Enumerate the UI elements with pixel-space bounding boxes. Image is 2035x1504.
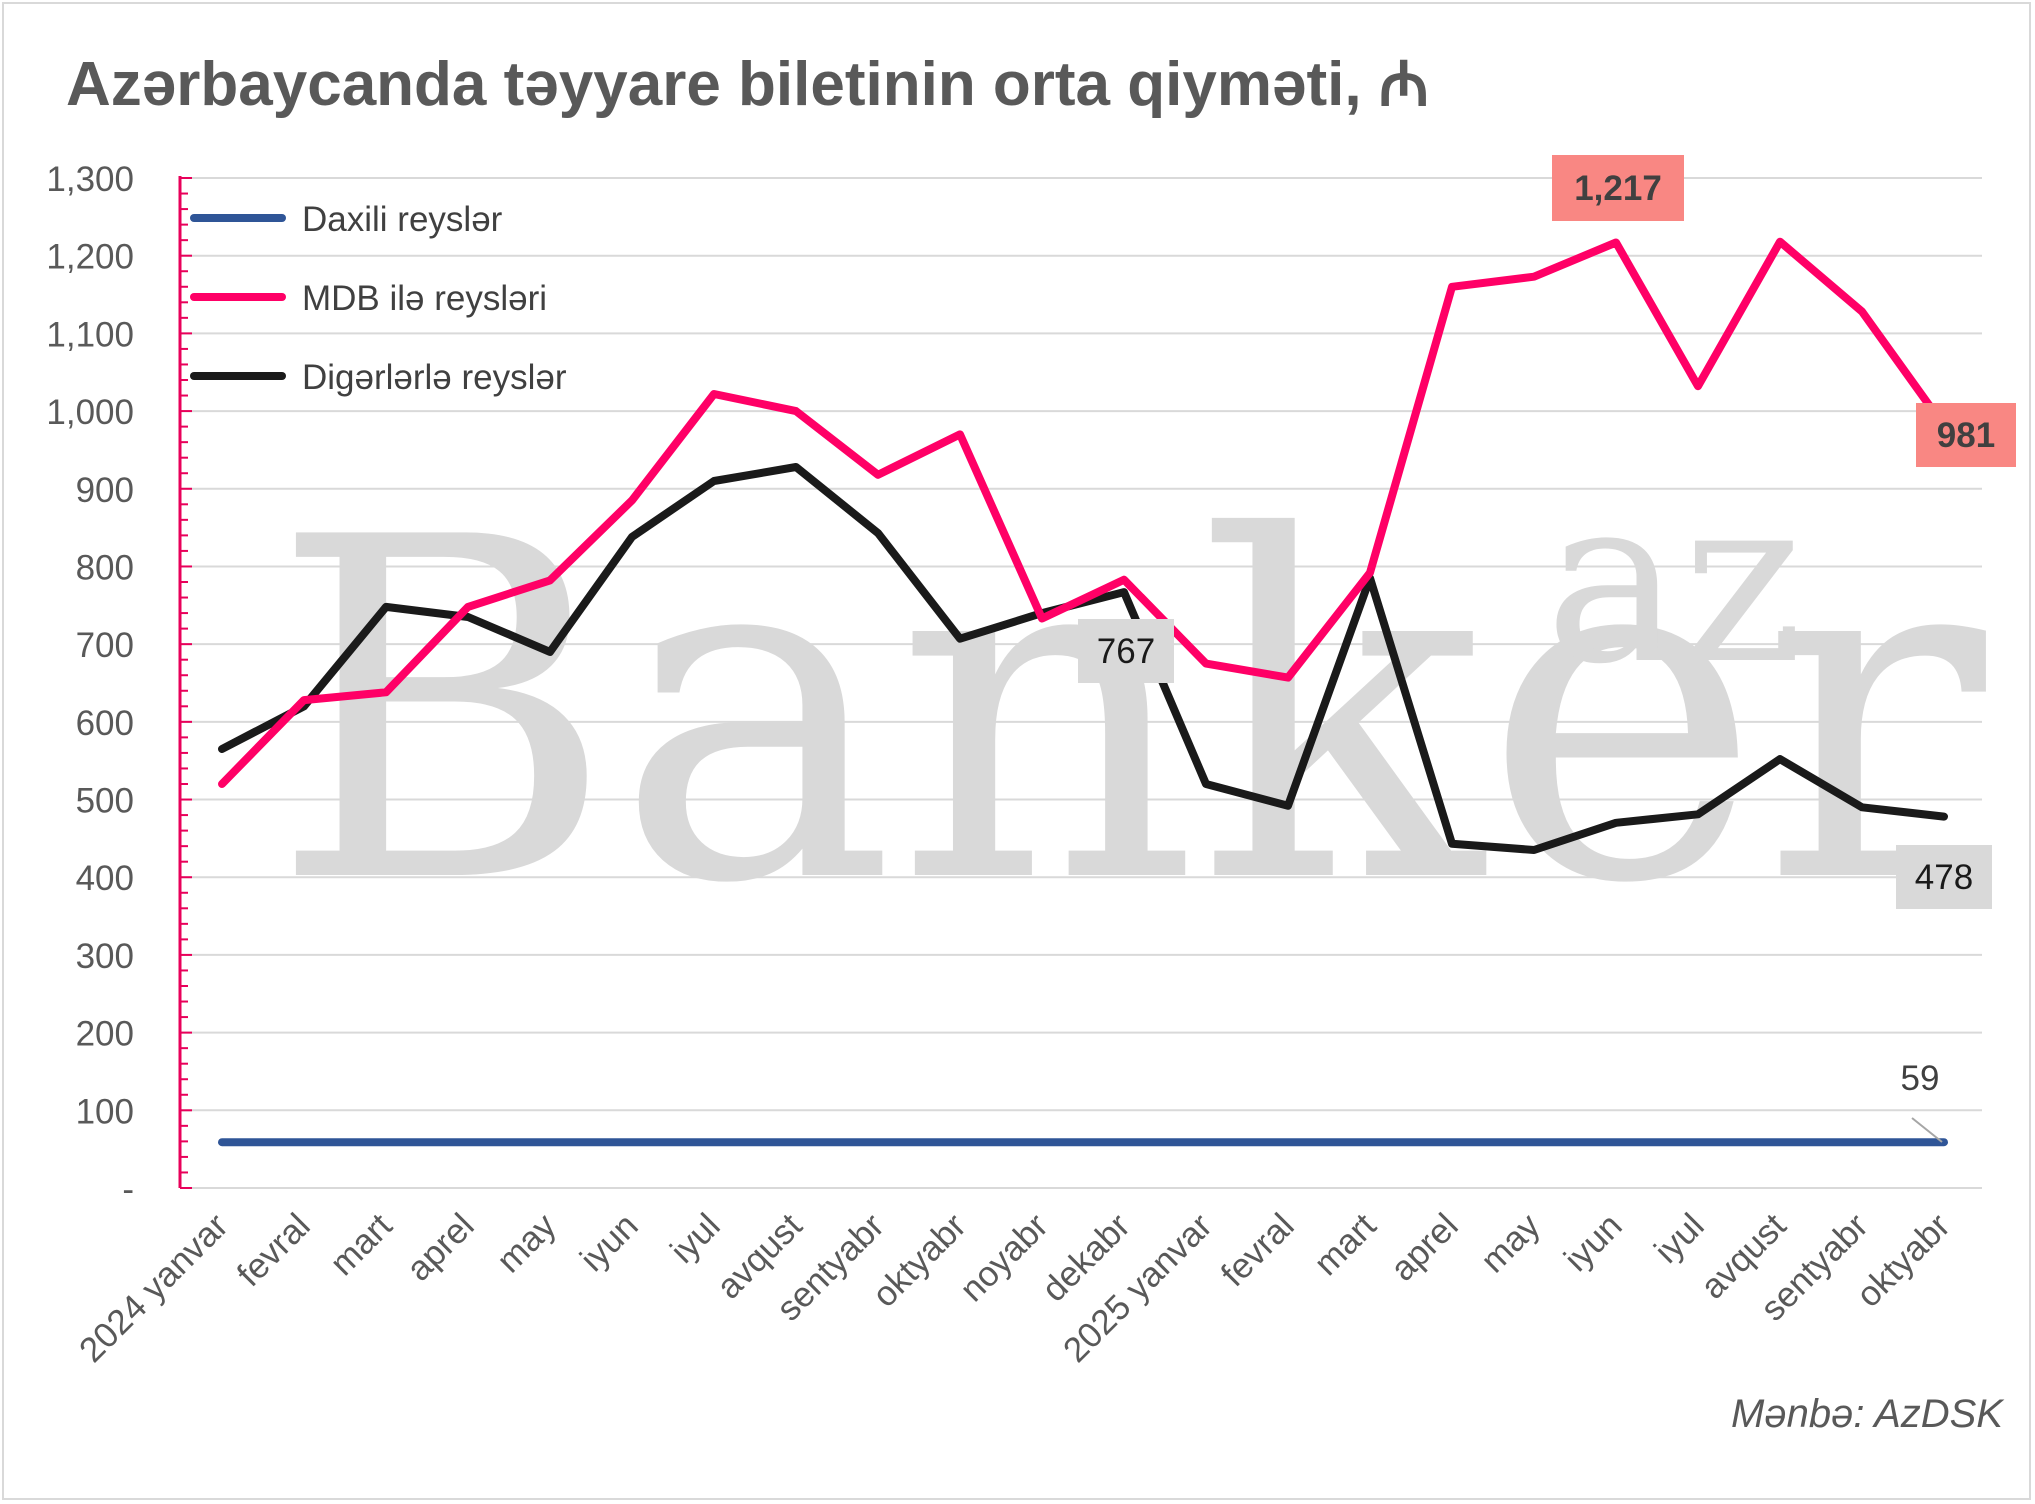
- x-tick-label: may: [1473, 1206, 1548, 1281]
- chart-title: Azərbaycanda təyyare biletinin orta qiym…: [66, 50, 1429, 119]
- y-axis: - 100 200 300 400 500 600 700 800 900 1,000 1,100 1,…: [46, 160, 192, 1209]
- x-tick-label: iyul: [1647, 1206, 1712, 1271]
- x-tick-label: fevral: [1214, 1206, 1302, 1294]
- y-tick-label: 700: [76, 626, 134, 665]
- gridlines: [180, 177, 1982, 1189]
- data-label: 478: [1915, 858, 1973, 897]
- source-note: Mənbə: AzDSK: [1731, 1392, 2003, 1436]
- data-label: 981: [1937, 416, 1995, 455]
- y-tick-label: -: [122, 1170, 134, 1209]
- data-label-leader: [1911, 1117, 1943, 1143]
- data-label-box: [1916, 403, 2016, 467]
- y-tick-label: 300: [76, 937, 134, 976]
- watermark-superscript: az: [1545, 448, 1803, 715]
- y-tick-label: 800: [76, 548, 134, 587]
- y-tick-label: 500: [76, 782, 134, 821]
- series-line-1: [218, 237, 1948, 788]
- data-label: 1,217: [1574, 169, 1662, 208]
- data-labels: 1,217 981 767 478 59: [1078, 155, 2016, 1143]
- y-tick-label: 1,100: [46, 315, 134, 354]
- legend-label: Digərlərlə reyslər: [302, 358, 567, 397]
- x-tick-label: may: [489, 1206, 564, 1281]
- x-tick-label: oktyabr: [1849, 1206, 1958, 1315]
- legend: Daxili reyslər MDB ilə reysləri Digərlərlə…: [190, 200, 567, 397]
- data-label-box: [1078, 619, 1174, 683]
- x-tick-label: aprel: [1383, 1206, 1466, 1289]
- y-tick-label: 200: [76, 1015, 134, 1054]
- legend-label: MDB ilə reysləri: [302, 279, 547, 318]
- watermark-text: Banker: [270, 439, 1989, 986]
- series-lines: [218, 237, 1948, 1147]
- y-tick-label: 600: [76, 704, 134, 743]
- x-tick-label: noyabr: [952, 1206, 1055, 1309]
- x-tick-label: oktyabr: [865, 1206, 974, 1315]
- y-tick-label: 100: [76, 1092, 134, 1131]
- x-tick-label: iyul: [663, 1206, 728, 1271]
- x-tick-label: aprel: [399, 1206, 482, 1289]
- x-tick-label: mart: [1307, 1206, 1384, 1283]
- y-tick-label: 900: [76, 471, 134, 510]
- y-tick-label: 1,000: [46, 393, 134, 432]
- x-tick-label: 2024 yanvar: [72, 1206, 236, 1370]
- y-tick-label: 1,200: [46, 238, 134, 277]
- x-tick-label: fevral: [230, 1206, 318, 1294]
- data-label-box: [1896, 845, 1992, 909]
- data-label-box: [1552, 155, 1684, 221]
- y-tick-label: 1,300: [46, 160, 134, 199]
- x-tick-label: iyun: [573, 1206, 646, 1279]
- x-tick-label: iyun: [1557, 1206, 1630, 1279]
- legend-label: Daxili reyslər: [302, 200, 503, 239]
- y-tick-label: 400: [76, 859, 134, 898]
- data-label: 59: [1901, 1059, 1940, 1098]
- x-tick-label: mart: [323, 1206, 400, 1283]
- data-label: 767: [1097, 632, 1155, 671]
